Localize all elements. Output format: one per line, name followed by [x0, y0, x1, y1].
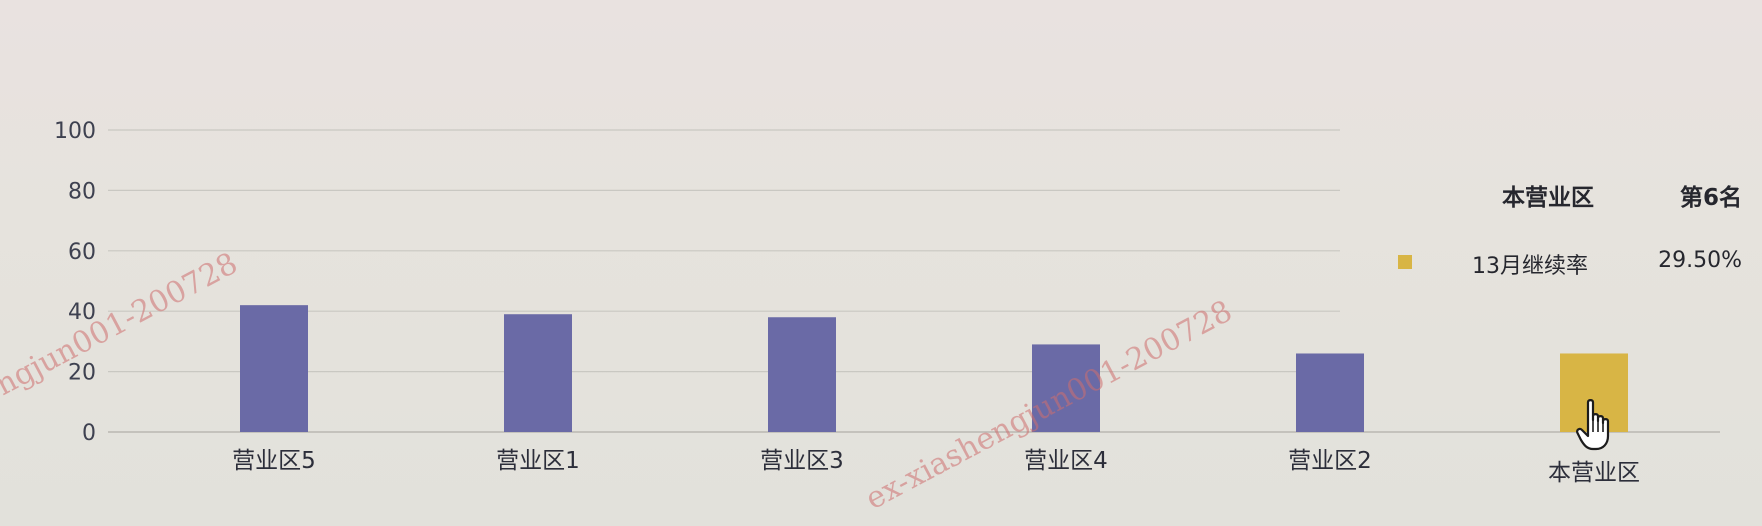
bar[interactable]: [504, 314, 572, 432]
legend-swatch: [1398, 255, 1412, 269]
y-tick-label: 0: [82, 421, 96, 446]
bar[interactable]: [1296, 353, 1364, 432]
x-axis-labels: 营业区5 营业区1 营业区3 营业区4 营业区2 本营业区: [232, 448, 1640, 486]
hand-pointer-icon: [1576, 399, 1610, 451]
y-tick-label: 20: [68, 361, 96, 386]
grid-layer: [108, 129, 1720, 433]
bar[interactable]: [1032, 344, 1100, 432]
x-category-label: 营业区5: [232, 448, 316, 474]
x-category-label: 本营业区: [1548, 460, 1640, 486]
info-metric-label: 13月继续率: [1472, 254, 1588, 279]
info-metric-row: 13月继续率 29.50%: [1390, 246, 1750, 282]
info-header: 本营业区 第6名: [1390, 176, 1750, 212]
y-tick-label: 80: [68, 179, 96, 204]
y-tick-label: 100: [54, 119, 96, 144]
x-category-label: 营业区4: [1024, 448, 1108, 474]
info-metric-value: 29.50%: [1658, 248, 1742, 273]
bar[interactable]: [768, 317, 836, 432]
info-panel: 本营业区 第6名 13月继续率 29.50%: [1390, 176, 1750, 296]
y-axis-ticks: 0 20 40 60 80 100: [54, 119, 96, 446]
y-tick-label: 60: [68, 240, 96, 265]
bar[interactable]: [240, 305, 308, 432]
bars-layer: [240, 305, 1628, 432]
x-category-label: 营业区2: [1288, 448, 1372, 474]
info-header-rank: 第6名: [1679, 185, 1742, 211]
info-header-label: 本营业区: [1502, 185, 1594, 211]
x-category-label: 营业区3: [760, 448, 844, 474]
x-category-label: 营业区1: [496, 448, 580, 474]
y-tick-label: 40: [68, 300, 96, 325]
